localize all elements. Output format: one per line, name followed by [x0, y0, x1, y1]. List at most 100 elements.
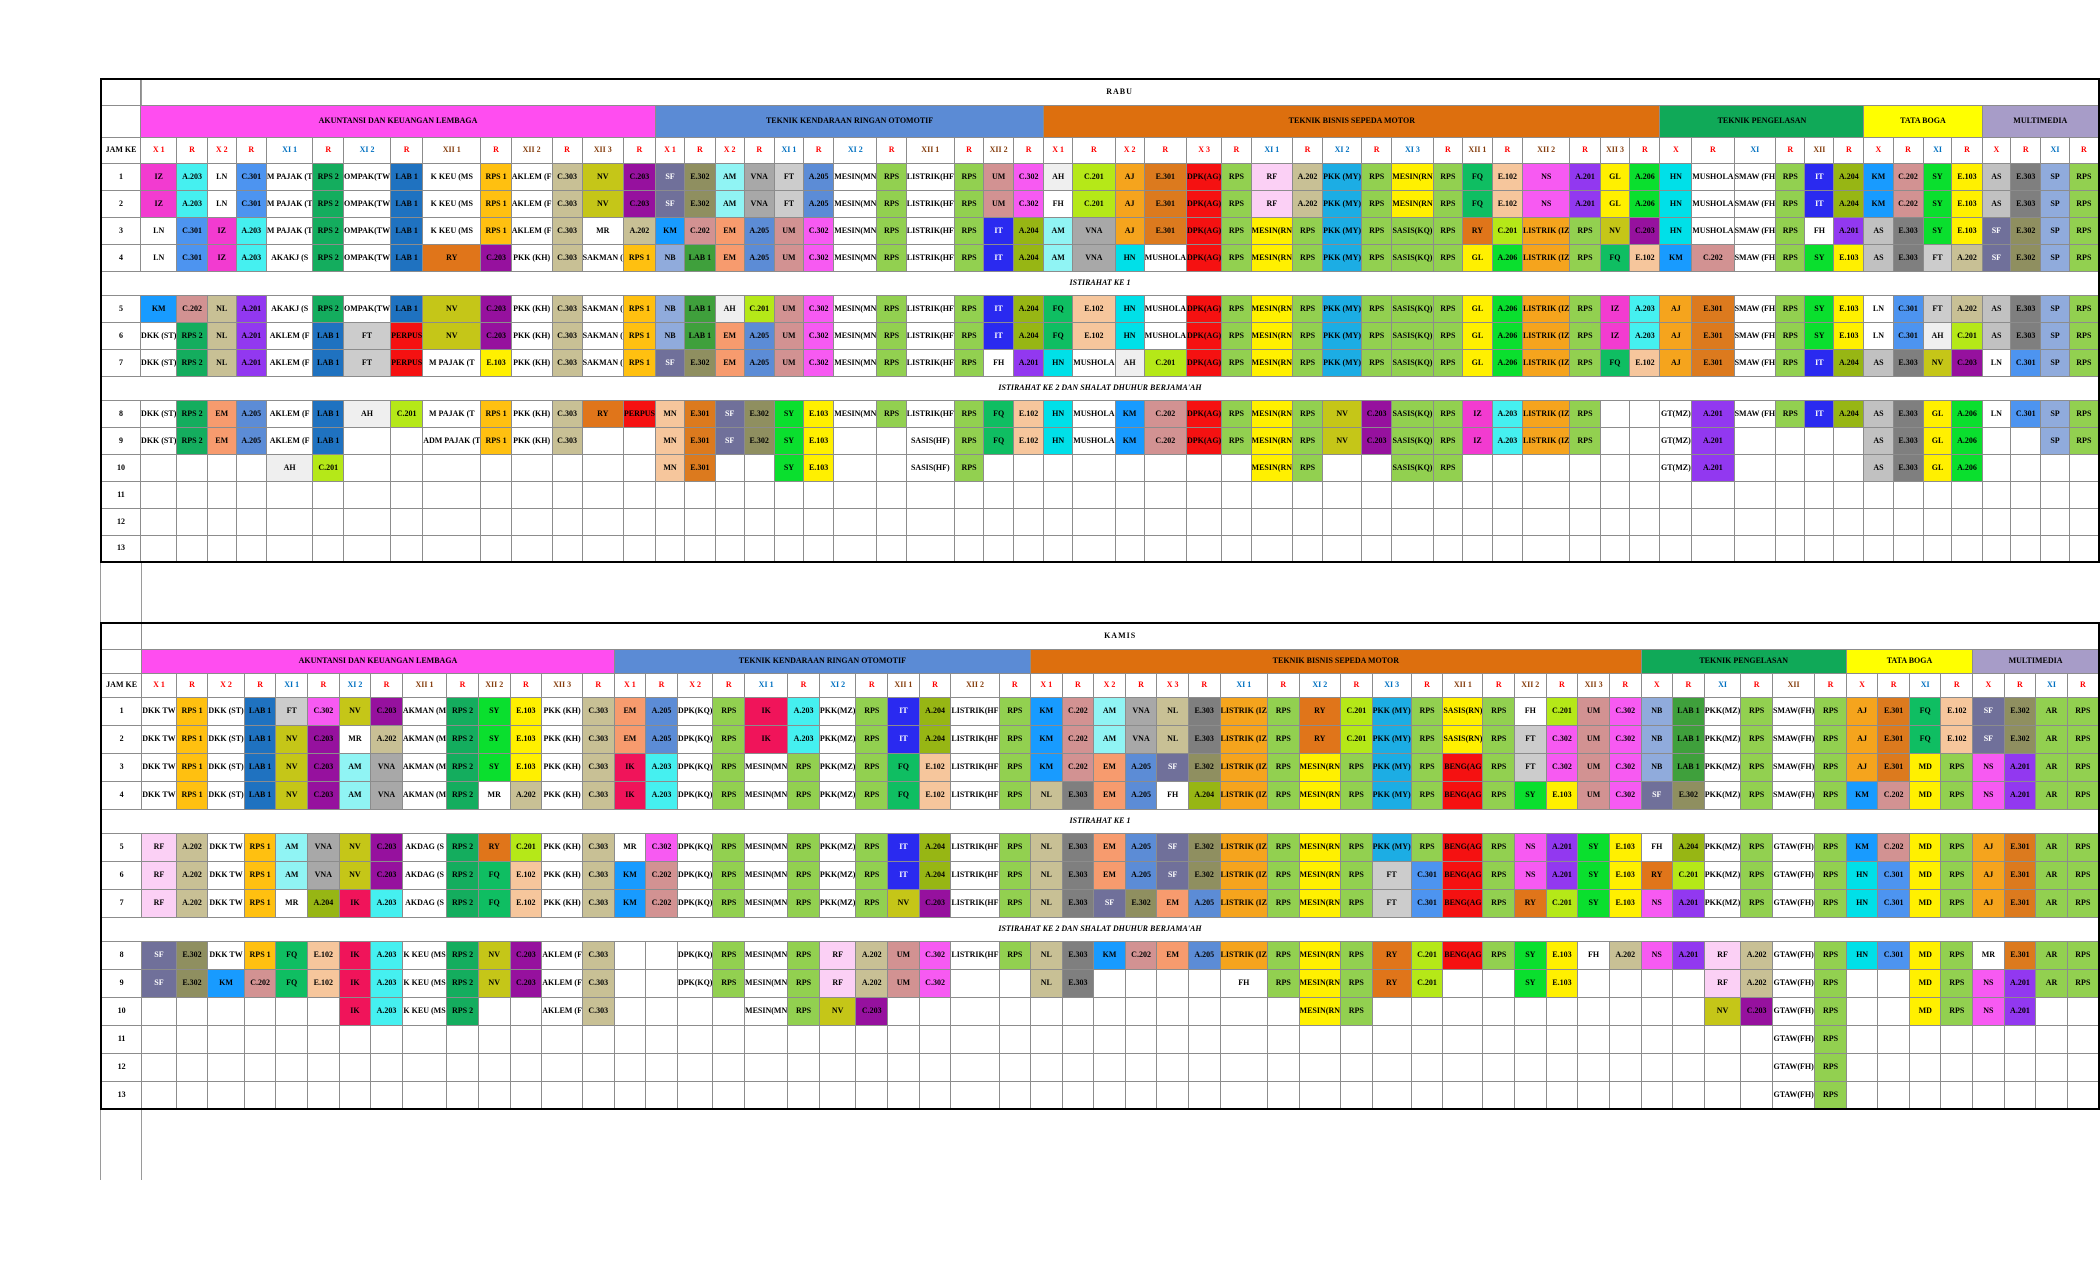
timetable-cell: DKK (ST): [140, 348, 178, 377]
timetable-cell: RPS 2: [312, 243, 344, 272]
class-header: XI: [2035, 672, 2068, 698]
timetable-cell: OMPAK(TW: [342, 162, 392, 191]
period-number: 11: [100, 1024, 143, 1054]
timetable-cell: SY: [477, 724, 511, 754]
empty-cell: [818, 1052, 857, 1082]
timetable-cell: MESIN(MN: [833, 399, 878, 428]
timetable-cell: E.103: [1608, 888, 1642, 918]
timetable-cell: MESIN(MN: [833, 216, 878, 245]
break-row: ISTIRAHAT KE 2 DAN SHALAT DHUHUR BERJAMA…: [100, 916, 2100, 942]
timetable-cell: C.302: [1545, 724, 1579, 754]
timetable-cell: NL: [1030, 968, 1063, 998]
empty-cell: [206, 534, 237, 563]
timetable-cell: HN: [1659, 162, 1693, 191]
timetable-cell: RPS: [1410, 780, 1444, 810]
timetable-cell: C.202: [1892, 162, 1924, 191]
department-header: AKUNTANSI DAN KEUANGAN LEMBAGA: [140, 104, 656, 138]
empty-cell: [1981, 534, 2012, 563]
timetable-cell: EM: [714, 243, 745, 272]
timetable-cell: RPS: [2066, 752, 2100, 782]
timetable-cell: A.203: [235, 216, 267, 245]
timetable-cell: E.302: [1671, 780, 1705, 810]
empty-cell: [1577, 1024, 1610, 1054]
timetable-cell: A.203: [1491, 399, 1523, 428]
timetable-cell: PKK (MY): [1322, 216, 1363, 245]
timetable-cell: SASIS(KQ): [1391, 399, 1434, 428]
timetable-cell: E.102: [918, 752, 952, 782]
timetable-cell: SY: [1514, 940, 1547, 970]
empty-cell: [622, 453, 656, 482]
timetable-cell: AM: [275, 832, 308, 862]
timetable-cell: A.204: [1833, 189, 1865, 218]
timetable-cell: E.301: [2003, 860, 2037, 890]
timetable-cell: RF: [141, 860, 177, 890]
timetable-cell: M PAJAK (T: [265, 189, 314, 218]
timetable-cell: RPS: [1940, 968, 1974, 998]
timetable-cell: AR: [2035, 752, 2068, 782]
empty-cell: [1371, 996, 1412, 1026]
room-header: R: [1143, 136, 1187, 164]
timetable-cell: AKLEM (F: [265, 348, 314, 377]
timetable-cell: MN: [654, 399, 686, 428]
empty-cell: [1442, 1080, 1484, 1110]
timetable-cell: MESIN(RN: [1298, 860, 1342, 890]
empty-cell: [613, 1080, 647, 1110]
timetable-cell: KM: [654, 216, 686, 245]
empty-cell: [2003, 1052, 2037, 1082]
timetable-cell: C.203: [480, 294, 512, 323]
empty-cell: [1187, 968, 1221, 998]
timetable-cell: IZ: [206, 216, 237, 245]
timetable-cell: E.102: [1491, 189, 1523, 218]
room-header: R: [1608, 672, 1642, 698]
timetable-cell: SASIS(HF): [905, 453, 955, 482]
period-number: 1: [100, 696, 143, 726]
empty-cell: [1114, 507, 1145, 536]
room-header: R: [446, 672, 479, 698]
timetable-cell: AR: [2035, 780, 2068, 810]
room-header: R: [1072, 136, 1116, 164]
timetable-cell: LAB 1: [312, 399, 344, 428]
timetable-cell: RPS: [1814, 832, 1847, 862]
empty-cell: [551, 480, 583, 509]
timetable-cell: E.303: [1892, 426, 1924, 455]
room-header: R: [480, 136, 512, 164]
timetable-cell: C.203: [1951, 348, 1983, 377]
period-row: 10 AH C.201 MN E.301 SY E.103 SASIS(HF) RPS MESIN…: [100, 453, 2100, 482]
empty-cell: [1775, 453, 1806, 482]
timetable-cell: MESIN(RN: [1298, 888, 1342, 918]
timetable-cell: A.202: [370, 724, 403, 754]
timetable-cell: NS: [1640, 940, 1673, 970]
timetable-cell: HN: [1659, 216, 1693, 245]
empty-cell: [744, 1052, 789, 1082]
empty-cell: [1629, 534, 1661, 563]
timetable-cell: C.302: [803, 294, 835, 323]
empty-cell: [1322, 480, 1363, 509]
timetable-cell: A.202: [855, 968, 889, 998]
timetable-cell: RPS: [1432, 399, 1464, 428]
room-header: R: [509, 672, 543, 698]
period-row: 1 DKK TW RPS 1 DKK (ST) LAB 1 FT C.302 NV C.203 A…: [100, 696, 2100, 726]
class-header: XI 1: [275, 672, 308, 698]
timetable-cell: AR: [2035, 696, 2068, 726]
timetable-cell: C.303: [581, 968, 615, 998]
empty-cell: [1187, 996, 1221, 1026]
empty-cell: [645, 940, 678, 970]
period-number: 5: [100, 832, 143, 862]
timetable-cell: AJ: [1972, 832, 2005, 862]
timetable-cell: RPS 1: [622, 243, 656, 272]
timetable-cell: C.203: [509, 940, 543, 970]
timetable-cell: A.203: [645, 780, 678, 810]
timetable-cell: SF: [1093, 888, 1126, 918]
empty-cell: [510, 480, 553, 509]
timetable-cell: RPS 2: [446, 860, 479, 890]
timetable-cell: RPS 2: [446, 724, 479, 754]
empty-cell: [1061, 1024, 1095, 1054]
timetable-cell: RPS: [712, 940, 746, 970]
empty-cell: [480, 480, 512, 509]
timetable-cell: RF: [1703, 968, 1742, 998]
timetable-cell: NS: [1521, 189, 1571, 218]
timetable-cell: E.301: [1143, 162, 1187, 191]
period-number: 3: [100, 216, 142, 245]
timetable-cell: E.102: [1491, 162, 1523, 191]
timetable-cell: RPS: [712, 832, 746, 862]
